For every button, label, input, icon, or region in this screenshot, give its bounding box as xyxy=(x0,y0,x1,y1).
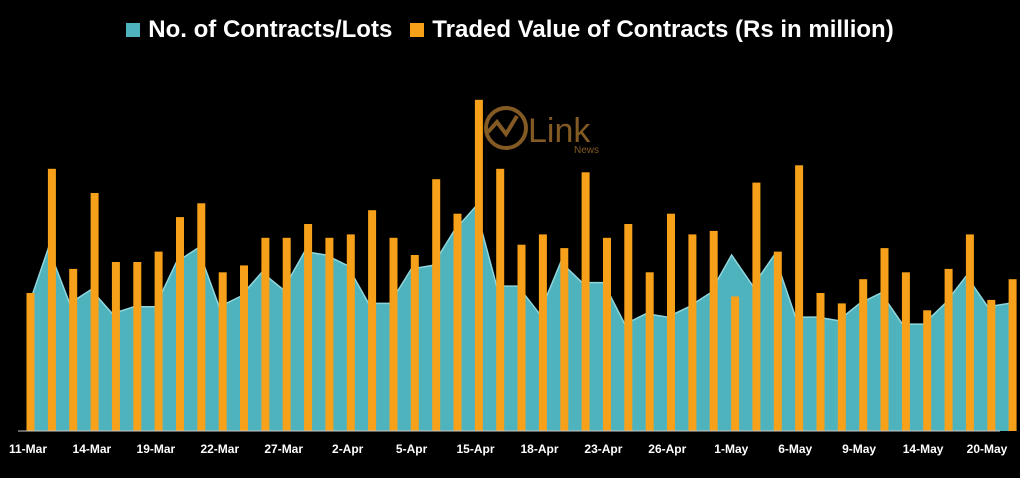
x-tick-label: 15-Apr xyxy=(456,442,494,456)
value-bar xyxy=(603,237,611,431)
value-bar xyxy=(176,217,184,431)
legend-swatch-contracts xyxy=(126,23,141,37)
value-bar xyxy=(816,293,825,431)
legend-item-contracts: No. of Contracts/Lots xyxy=(126,16,392,44)
value-bar xyxy=(26,293,35,431)
x-tick-label: 14-Mar xyxy=(73,442,112,456)
value-bar xyxy=(346,234,355,431)
value-bar-layer xyxy=(26,99,1017,432)
value-bar xyxy=(1008,279,1017,431)
value-bar xyxy=(731,296,740,431)
x-tick-label: 5-Apr xyxy=(396,442,428,456)
x-tick-label: 9-May xyxy=(842,442,876,456)
x-tick-label: 6-May xyxy=(778,442,812,456)
value-bar xyxy=(240,265,248,431)
value-bar xyxy=(282,237,291,431)
value-bar xyxy=(965,234,974,431)
value-bar xyxy=(709,230,718,431)
value-bar xyxy=(560,248,569,431)
value-bar xyxy=(304,224,313,431)
value-bar xyxy=(197,203,206,431)
x-tick-label: 20-May xyxy=(967,442,1008,456)
watermark-sub: News xyxy=(574,145,599,156)
legend-label-contracts: No. of Contracts/Lots xyxy=(148,16,393,43)
value-bar xyxy=(624,224,633,431)
value-bar xyxy=(859,279,868,431)
x-tick-label: 27-Mar xyxy=(264,442,303,456)
x-tick-label: 22-Mar xyxy=(200,442,239,456)
value-bar xyxy=(688,234,697,431)
x-tick-label: 19-Mar xyxy=(137,442,176,456)
value-bar xyxy=(923,310,932,432)
value-bar xyxy=(90,193,99,431)
value-bar xyxy=(111,262,120,431)
x-tick-label: 26-Apr xyxy=(648,442,686,456)
legend-item-value: Traded Value of Contracts (Rs in million… xyxy=(410,16,894,44)
x-tick-label: 1-May xyxy=(714,442,748,456)
value-bar xyxy=(133,262,142,431)
value-bar xyxy=(880,248,889,431)
value-bar xyxy=(645,272,654,431)
value-bar xyxy=(901,272,910,431)
value-bar xyxy=(218,272,227,431)
legend-swatch-value xyxy=(410,23,425,37)
x-tick-label: 2-Apr xyxy=(332,442,364,456)
value-bar xyxy=(773,251,782,431)
x-axis-ticks: 11-Mar 14-Mar 19-Mar 22-Mar 27-Mar 2-Apr 5-Apr… xyxy=(9,442,1008,456)
x-tick-label: 18-Apr xyxy=(520,442,558,456)
value-bar xyxy=(987,299,996,431)
value-bar xyxy=(154,251,163,431)
value-bar xyxy=(261,237,270,431)
watermark-wave-icon xyxy=(486,114,519,138)
value-bar xyxy=(837,303,846,431)
value-bar xyxy=(432,179,441,431)
value-bar xyxy=(453,213,462,431)
value-bar xyxy=(410,255,419,431)
value-bar xyxy=(581,172,590,432)
x-tick-label: 14-May xyxy=(903,442,944,456)
value-bar xyxy=(795,165,804,432)
value-bar xyxy=(944,268,953,431)
value-bar xyxy=(474,99,483,432)
linknews-watermark: Link News xyxy=(484,106,599,156)
value-bar xyxy=(752,182,761,431)
legend-label-value: Traded Value of Contracts (Rs in million… xyxy=(432,16,894,43)
value-bar xyxy=(69,268,78,431)
x-tick-label: 23-Apr xyxy=(584,442,622,456)
value-bar xyxy=(517,244,526,431)
value-bar xyxy=(667,213,675,431)
value-bar xyxy=(325,237,334,431)
watermark-brand: Link xyxy=(528,112,591,150)
value-bar xyxy=(368,210,377,431)
value-bar xyxy=(538,234,547,431)
value-bar xyxy=(389,237,398,431)
watermark-logo-icon xyxy=(484,106,528,150)
value-bar xyxy=(496,168,505,432)
value-bar xyxy=(47,168,56,432)
x-tick-label: 11-Mar xyxy=(9,442,47,456)
chart-legend: No. of Contracts/Lots Traded Value of Co… xyxy=(0,16,1020,44)
